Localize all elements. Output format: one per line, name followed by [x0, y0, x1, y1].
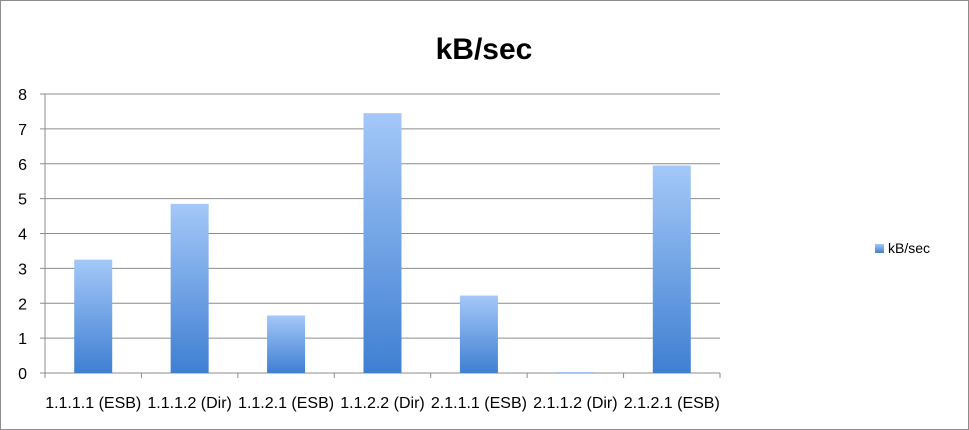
legend: kB/sec	[875, 240, 930, 256]
y-tick-label: 2	[18, 296, 27, 313]
bar	[556, 372, 595, 374]
y-tick-label: 5	[18, 192, 27, 209]
bar	[74, 259, 113, 373]
x-tick-label: 2.1.1.1 (ESB)	[431, 395, 527, 412]
y-tick-label: 4	[18, 227, 27, 244]
x-tick-label: 2.1.2.1 (ESB)	[624, 395, 720, 412]
x-tick-label: 1.1.1.1 (ESB)	[45, 395, 141, 412]
y-axis-ticks: 0 1 2 3 4 5 6 7 8	[18, 87, 45, 383]
x-tick-label: 2.1.1.2 (Dir)	[533, 395, 617, 412]
chart-title: kB/sec	[436, 33, 533, 66]
legend-swatch	[875, 244, 884, 253]
bar	[459, 295, 498, 373]
y-tick-label: 3	[18, 261, 27, 278]
y-tick-label: 8	[18, 87, 27, 104]
bar	[267, 315, 306, 373]
bars	[74, 113, 691, 374]
y-tick-label: 7	[18, 122, 27, 139]
x-axis-ticks: 1.1.1.1 (ESB) 1.1.1.2 (Dir) 1.1.2.1 (ESB) 1…	[44, 373, 721, 412]
bar	[363, 113, 402, 374]
x-tick-label: 1.1.2.2 (Dir)	[340, 395, 424, 412]
x-tick-label: 1.1.2.1 (ESB)	[238, 395, 334, 412]
bar	[170, 203, 209, 373]
y-tick-label: 6	[18, 157, 27, 174]
bar	[652, 165, 691, 373]
y-tick-label: 1	[18, 331, 27, 348]
y-tick-label: 0	[18, 366, 27, 383]
x-tick-label: 1.1.1.2 (Dir)	[147, 395, 231, 412]
legend-label: kB/sec	[888, 240, 930, 256]
